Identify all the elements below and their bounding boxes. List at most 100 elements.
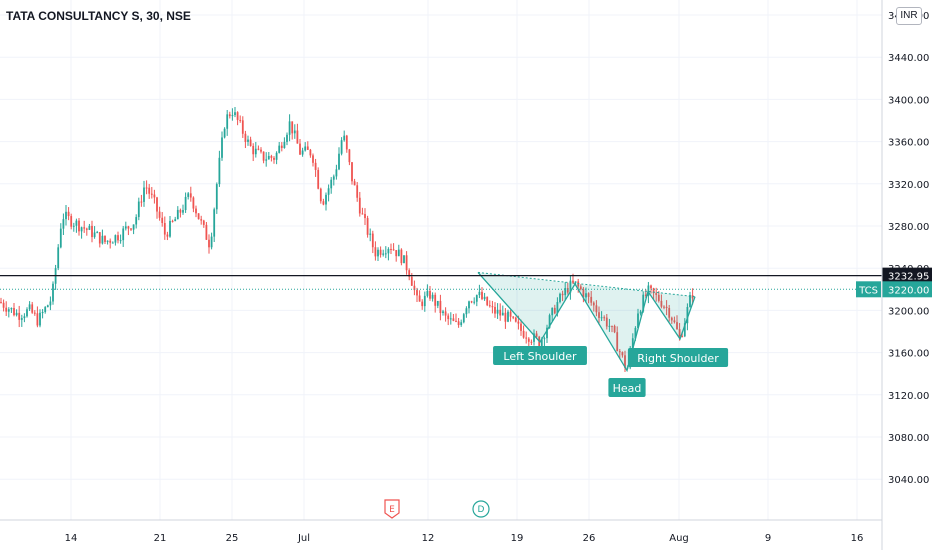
- candle-body: [205, 224, 208, 240]
- candle-body: [306, 146, 309, 150]
- candles: [0, 106, 694, 373]
- candle-body: [569, 280, 572, 293]
- x-tick-label: 25: [226, 533, 239, 544]
- candle-body: [605, 317, 608, 327]
- candle-body: [192, 197, 195, 209]
- candle-body: [590, 296, 593, 303]
- candle-body: [184, 196, 187, 211]
- candle-body: [130, 228, 132, 230]
- candle-body: [644, 294, 647, 296]
- candle-body: [369, 233, 372, 235]
- candle-body: [561, 293, 564, 296]
- candle-body: [299, 143, 301, 155]
- y-tick-label: 3080.00: [888, 433, 929, 444]
- candle-body: [104, 235, 106, 242]
- earnings-event-icon[interactable]: E: [384, 499, 400, 519]
- price-levels: 3232.95 3220.00 TCS: [0, 267, 932, 298]
- candle-body: [114, 235, 117, 243]
- candle-body: [158, 211, 161, 218]
- earnings-event-shape: [384, 499, 400, 519]
- candle-body: [325, 194, 327, 205]
- candle-body: [475, 295, 478, 302]
- candle-body: [548, 315, 551, 328]
- candle-body: [343, 135, 346, 141]
- currency-button[interactable]: INR: [896, 7, 922, 25]
- candle-body: [473, 301, 476, 303]
- candle-body: [522, 330, 525, 338]
- dividend-event-icon[interactable]: D: [472, 500, 490, 518]
- candle-body: [574, 281, 577, 283]
- candle-body: [345, 135, 348, 150]
- head-label-box: [608, 378, 646, 397]
- x-tick-label: 9: [765, 533, 771, 544]
- candle-body: [148, 187, 151, 194]
- candle-body: [39, 312, 41, 326]
- earnings-event-label: E: [389, 505, 395, 515]
- left-shoulder-area: [478, 272, 575, 343]
- candle-body: [421, 301, 424, 307]
- candle-body: [618, 351, 621, 353]
- candle-body: [195, 208, 197, 214]
- candle-body: [5, 307, 8, 312]
- candle-body: [257, 148, 260, 150]
- candle-body: [189, 193, 192, 198]
- candle-body: [153, 194, 156, 198]
- candle-body: [624, 355, 626, 368]
- candle-body: [13, 307, 15, 316]
- candle-body: [603, 317, 606, 319]
- candle-body: [429, 290, 431, 299]
- candle-body: [166, 234, 169, 237]
- candle-body: [98, 232, 101, 244]
- candle-body: [228, 114, 231, 117]
- candle-body: [322, 201, 325, 205]
- candle-body: [410, 276, 413, 286]
- y-tick-label: 3160.00: [888, 349, 929, 360]
- candle-body: [439, 300, 442, 314]
- candle-body: [447, 315, 450, 320]
- candle-body: [470, 301, 473, 303]
- candle-body: [455, 320, 457, 322]
- candle-body: [566, 288, 569, 293]
- candle-body: [587, 293, 590, 297]
- candle-body: [553, 307, 556, 314]
- x-tick-label: 12: [422, 533, 435, 544]
- x-tick-label: 21: [154, 533, 167, 544]
- candle-body: [535, 333, 538, 337]
- candle-body: [127, 226, 130, 229]
- candle-body: [371, 233, 374, 248]
- candle-body: [234, 112, 236, 116]
- candle-body: [530, 341, 533, 343]
- candle-body: [46, 305, 49, 308]
- head-and-shoulders-pattern[interactable]: Left Shoulder Head Right Shoulder: [477, 271, 729, 397]
- candle-body: [197, 213, 200, 220]
- candle-body: [223, 128, 226, 138]
- candle-body: [280, 145, 283, 148]
- grid: [0, 0, 882, 520]
- candle-body: [301, 150, 304, 155]
- candle-body: [291, 121, 294, 134]
- dividend-event-shape: [472, 500, 490, 518]
- y-tick-label: 3280.00: [888, 222, 929, 233]
- candle-body: [150, 193, 153, 195]
- candle-body: [582, 289, 585, 298]
- y-tick-label: 3400.00: [888, 95, 929, 106]
- candle-body: [65, 211, 67, 220]
- candle-body: [379, 249, 382, 255]
- candle-body: [366, 218, 369, 235]
- candle-body: [247, 139, 249, 142]
- y-tick-label: 3440.00: [888, 53, 929, 64]
- y-tick-label: 3040.00: [888, 475, 929, 486]
- symbol-title[interactable]: TATA CONSULTANCY S, 30, NSE: [6, 9, 191, 23]
- candle-body: [374, 247, 377, 257]
- candle-body: [231, 115, 234, 117]
- candle-body: [140, 201, 143, 203]
- candle-body: [275, 152, 278, 160]
- candle-body: [353, 181, 356, 186]
- candle-body: [338, 153, 340, 170]
- candle-body: [572, 280, 574, 283]
- candle-body: [499, 309, 502, 316]
- candle-body: [517, 321, 520, 324]
